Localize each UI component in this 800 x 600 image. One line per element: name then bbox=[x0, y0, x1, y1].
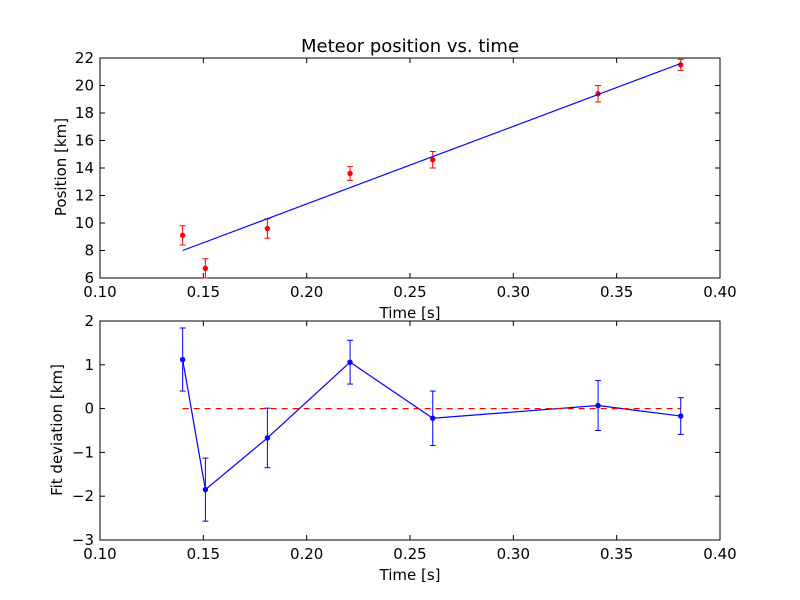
x-tick-label: 0.10 bbox=[83, 283, 116, 301]
y-tick-label: 16 bbox=[75, 132, 94, 150]
y-tick-label: −3 bbox=[72, 531, 94, 549]
data-point bbox=[347, 359, 353, 365]
x-tick-label: 0.15 bbox=[187, 545, 220, 563]
y-axis-label: Position [km] bbox=[52, 118, 70, 216]
data-point bbox=[430, 157, 436, 163]
x-tick-label: 0.30 bbox=[497, 283, 530, 301]
x-tick-label: 0.40 bbox=[703, 545, 736, 563]
y-axis-label: Fit deviation [km] bbox=[48, 364, 66, 496]
data-point bbox=[264, 225, 271, 232]
data-point bbox=[347, 170, 353, 177]
x-tick-label: 0.35 bbox=[600, 283, 633, 301]
y-tick-label: −2 bbox=[72, 487, 94, 505]
series-line bbox=[182, 62, 681, 252]
y-tick-label: 22 bbox=[75, 49, 94, 67]
x-axis-label: Time [s] bbox=[379, 304, 441, 322]
x-tick-label: 0.20 bbox=[290, 545, 323, 563]
data-point bbox=[595, 402, 601, 409]
data-point bbox=[179, 356, 186, 363]
x-tick-label: 0.15 bbox=[187, 283, 220, 301]
y-tick-label: 20 bbox=[75, 77, 94, 95]
data-point bbox=[202, 265, 209, 272]
x-tick-label: 0.35 bbox=[600, 545, 633, 563]
y-tick-label: 10 bbox=[75, 214, 94, 232]
x-tick-label: 0.10 bbox=[83, 545, 116, 563]
y-tick-label: 0 bbox=[84, 400, 94, 418]
data-point bbox=[430, 415, 436, 421]
y-tick-label: −1 bbox=[72, 443, 94, 461]
y-tick-label: 2 bbox=[84, 312, 94, 330]
data-point bbox=[202, 486, 209, 493]
x-tick-label: 0.20 bbox=[290, 283, 323, 301]
data-point bbox=[678, 413, 684, 419]
data-point bbox=[678, 62, 684, 68]
position-panel: Meteor position vs. time Time [s] Positi… bbox=[52, 36, 737, 322]
data-point bbox=[264, 435, 271, 441]
deviation-panel: Time [s] Fit deviation [km] 0.10 0.15 0.20… bbox=[48, 312, 737, 584]
y-tick-label: 8 bbox=[84, 242, 94, 260]
y-tick-label: 1 bbox=[84, 356, 94, 374]
y-tick-label: 18 bbox=[75, 104, 94, 122]
data-point bbox=[179, 232, 186, 239]
x-tick-label: 0.30 bbox=[497, 545, 530, 563]
x-tick-label: 0.25 bbox=[393, 545, 426, 563]
x-tick-label: 0.40 bbox=[703, 283, 736, 301]
chart-title: Meteor position vs. time bbox=[301, 36, 519, 57]
y-tick-label: 6 bbox=[84, 269, 94, 287]
x-axis-label: Time [s] bbox=[379, 566, 441, 584]
y-tick-label: 14 bbox=[75, 159, 94, 177]
y-tick-label: 12 bbox=[75, 187, 94, 205]
x-tick-label: 0.25 bbox=[393, 283, 426, 301]
